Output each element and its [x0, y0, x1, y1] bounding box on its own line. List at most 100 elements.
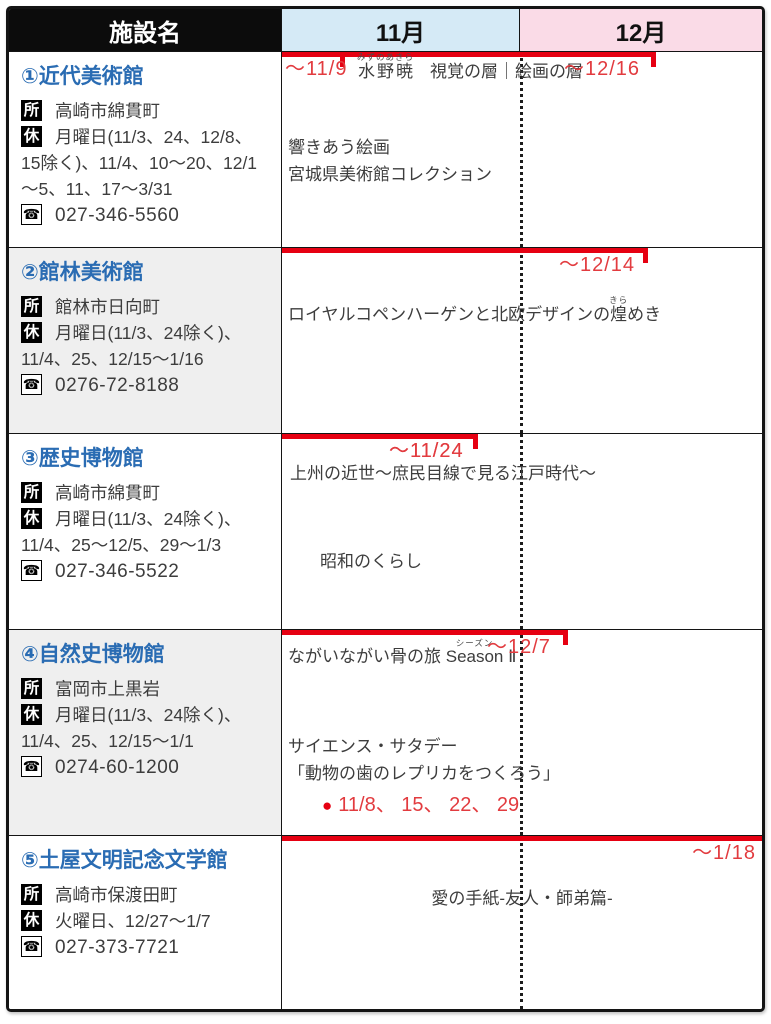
timeline-cell: ロイヤルコペンハーゲンと北欧デザインの煌きらめき ～12/14: [282, 248, 762, 433]
closed-badge: 休: [21, 126, 42, 147]
event-title: 響きあう絵画 宮城県美術館コレクション: [288, 138, 492, 184]
event-title: 愛の手紙-友人・師弟篇-: [431, 889, 613, 908]
closed-badge: 休: [21, 704, 42, 725]
facility-info-cell: ②館林美術館 所館林市日向町 休月曜日(11/3、24除く)、11/4、25、1…: [9, 248, 282, 433]
month-divider-line: [520, 836, 523, 1009]
month-divider-line: [520, 434, 523, 629]
facility-location-line: 所高崎市保渡田町: [21, 882, 271, 908]
closed-text: 火曜日、12/27～1/7: [55, 911, 211, 931]
event-bar: [282, 52, 343, 57]
event-dates: 11/8、 15、 22、 29: [338, 794, 520, 816]
event-dates-line: ● 11/8、 15、 22、 29: [322, 788, 519, 817]
event-title: 昭和のくらし: [320, 552, 422, 571]
phone-icon: ☎: [21, 374, 42, 395]
event-bar: [282, 248, 646, 253]
bar-end-tick: [473, 434, 478, 449]
timeline-cell: 水野暁みずのあきら 視覚の層｜絵画の層 ～12/16 響きあう絵画 宮城県美術館…: [282, 52, 762, 247]
facility-name: ③歴史博物館: [21, 447, 144, 470]
phone-icon: ☎: [21, 756, 42, 777]
phone-icon: ☎: [21, 936, 42, 957]
table-header-row: 施設名 11月 12月: [9, 9, 762, 52]
facility-name: ④自然史博物館: [21, 643, 165, 666]
facility-row-rekishi-hakubutsukan: ③歴史博物館 所高崎市綿貫町 休月曜日(11/3、24除く)、11/4、25～1…: [9, 434, 762, 630]
location-text: 富岡市上黒岩: [55, 679, 160, 699]
furigana: きら: [609, 295, 629, 305]
furigana: みずのあきら: [356, 52, 414, 62]
facility-closed-line: 休月曜日(11/3、24除く)、11/4、25～12/5、29～1/3: [21, 506, 271, 558]
timeline-cell: 愛の手紙-友人・師弟篇- ～1/18: [282, 836, 762, 1009]
event-title: ながいながい骨の旅 Seasonシーズン Ⅱ: [288, 638, 517, 666]
event-bar: [282, 434, 476, 439]
column-header-december: 12月: [520, 9, 762, 51]
facility-name: ⑤土屋文明記念文学館: [21, 849, 228, 872]
bar-end-tick: [643, 248, 648, 263]
column-header-facility: 施設名: [9, 9, 282, 51]
phone-number: 0274-60-1200: [55, 757, 180, 778]
event-end-date: ～1/18: [692, 842, 756, 864]
closed-badge: 休: [21, 322, 42, 343]
event-title: 水野暁みずのあきら 視覚の層｜絵画の層: [356, 52, 583, 81]
event-end-date: ～11/9: [285, 58, 348, 80]
column-header-november: 11月: [282, 9, 520, 51]
event-end-date: ～11/24: [389, 440, 464, 462]
facility-phone-line: ☎ 027-346-5522: [21, 558, 271, 585]
phone-icon: ☎: [21, 560, 42, 581]
phone-icon: ☎: [21, 204, 42, 225]
facility-closed-line: 休火曜日、12/27～1/7: [21, 908, 271, 934]
bar-end-tick: [651, 52, 656, 67]
phone-number: 027-346-5522: [55, 561, 180, 582]
location-text: 高崎市綿貫町: [55, 101, 160, 121]
event-bar: [282, 52, 654, 57]
timeline-cell: 上州の近世～庶民目線で見る江戸時代～ ～11/24 昭和のくらし ～11/24: [282, 434, 762, 629]
event-end-date: ～12/16: [564, 58, 641, 80]
phone-number: 027-373-7721: [55, 937, 180, 958]
bar-end-tick: [340, 52, 345, 67]
location-text: 高崎市綿貫町: [55, 483, 160, 503]
closed-text: 月曜日(11/3、24、12/8、15除く)、11/4、10～20、12/1～5…: [21, 127, 258, 199]
facility-info-cell: ④自然史博物館 所富岡市上黒岩 休月曜日(11/3、24除く)、11/4、25、…: [9, 630, 282, 835]
facility-closed-line: 休月曜日(11/3、24除く)、11/4、25、12/15～1/1: [21, 702, 271, 754]
facility-location-line: 所高崎市綿貫町: [21, 98, 271, 124]
red-dot-icon: ●: [322, 796, 333, 815]
event-title: ロイヤルコペンハーゲンと北欧デザインの煌きらめき: [288, 295, 662, 324]
exhibition-schedule-table: 施設名 11月 12月 ①近代美術館 所高崎市綿貫町 休月曜日(11/3、24、…: [6, 6, 765, 1012]
event-title: サイエンス・サタデー 「動物の歯のレプリカをつくろう」: [288, 737, 560, 783]
facility-phone-line: ☎ 0276-72-8188: [21, 372, 271, 399]
bar-end-tick: [563, 630, 568, 645]
location-badge: 所: [21, 678, 42, 699]
month-divider-line: [520, 52, 523, 247]
event-bar: [282, 836, 762, 841]
closed-text: 月曜日(11/3、24除く)、11/4、25～12/5、29～1/3: [21, 509, 242, 555]
facility-location-line: 所館林市日向町: [21, 294, 271, 320]
location-badge: 所: [21, 884, 42, 905]
facility-name: ②館林美術館: [21, 261, 144, 284]
facility-row-kindai-bijutsukan: ①近代美術館 所高崎市綿貫町 休月曜日(11/3、24、12/8、15除く)、1…: [9, 52, 762, 248]
event-end-date: ～12/14: [559, 254, 636, 276]
closed-badge: 休: [21, 910, 42, 931]
facility-phone-line: ☎ 0274-60-1200: [21, 754, 271, 781]
facility-row-shizenshi-hakubutsukan: ④自然史博物館 所富岡市上黒岩 休月曜日(11/3、24除く)、11/4、25、…: [9, 630, 762, 836]
facility-info-cell: ⑤土屋文明記念文学館 所高崎市保渡田町 休火曜日、12/27～1/7 ☎ 027-…: [9, 836, 282, 1009]
timeline-cell: ながいながい骨の旅 Seasonシーズン Ⅱ ～12/7 サイエンス・サタデー …: [282, 630, 762, 835]
facility-closed-line: 休月曜日(11/3、24除く)、11/4、25、12/15～1/16: [21, 320, 271, 372]
phone-number: 027-346-5560: [55, 205, 180, 226]
location-badge: 所: [21, 100, 42, 121]
closed-text: 月曜日(11/3、24除く)、11/4、25、12/15～1/1: [21, 705, 242, 751]
event-end-date: ～12/7: [487, 636, 551, 658]
location-text: 高崎市保渡田町: [55, 885, 178, 905]
month-divider-line: [520, 248, 523, 433]
facility-closed-line: 休月曜日(11/3、24、12/8、15除く)、11/4、10～20、12/1～…: [21, 124, 271, 202]
facility-row-tatebayashi-bijutsukan: ②館林美術館 所館林市日向町 休月曜日(11/3、24除く)、11/4、25、1…: [9, 248, 762, 434]
closed-text: 月曜日(11/3、24除く)、11/4、25、12/15～1/16: [21, 323, 242, 369]
location-text: 館林市日向町: [55, 297, 160, 317]
facility-phone-line: ☎ 027-346-5560: [21, 202, 271, 229]
furigana: シーズン: [445, 638, 504, 648]
facility-name: ①近代美術館: [21, 65, 144, 88]
facility-location-line: 所高崎市綿貫町: [21, 480, 271, 506]
location-badge: 所: [21, 482, 42, 503]
month-divider-line: [520, 630, 523, 835]
facility-info-cell: ①近代美術館 所高崎市綿貫町 休月曜日(11/3、24、12/8、15除く)、1…: [9, 52, 282, 247]
facility-row-tsuchiya-bunmei-bungakukan: ⑤土屋文明記念文学館 所高崎市保渡田町 休火曜日、12/27～1/7 ☎ 027-…: [9, 836, 762, 1009]
facility-phone-line: ☎ 027-373-7721: [21, 934, 271, 961]
facility-location-line: 所富岡市上黒岩: [21, 676, 271, 702]
